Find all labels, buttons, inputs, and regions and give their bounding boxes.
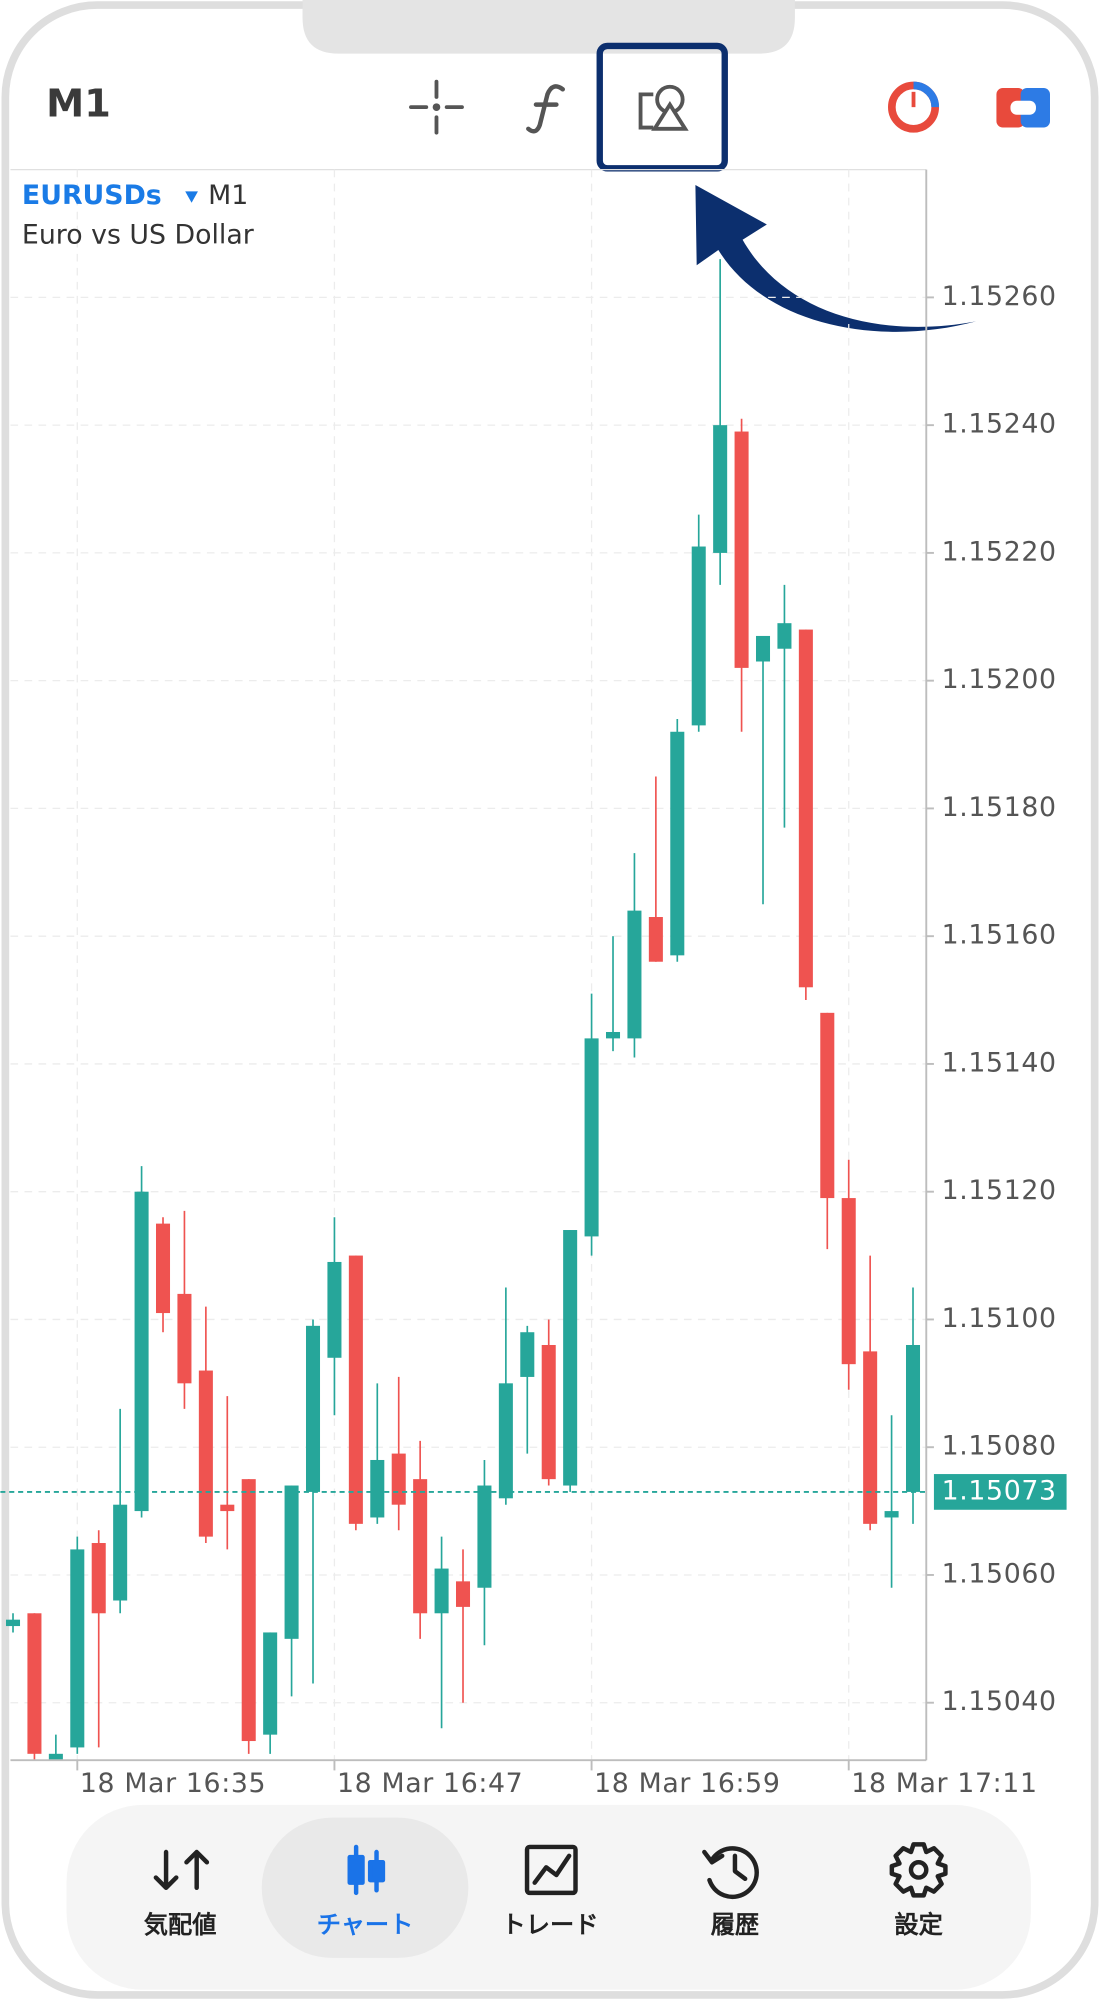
candle-body: [5, 1619, 21, 1627]
candle-body: [541, 1344, 556, 1480]
candle-body: [841, 1198, 856, 1365]
tab-label[interactable]: 履歴: [711, 1911, 759, 1939]
objects-icon[interactable]: [638, 84, 689, 131]
candle-body: [520, 1332, 535, 1377]
candle-body: [177, 1293, 192, 1384]
candle-body: [713, 425, 728, 553]
y-tick-label: 1.15200: [942, 664, 1057, 695]
candle-body: [563, 1230, 578, 1486]
settings-icon[interactable]: [889, 1842, 948, 1898]
timeframe-label[interactable]: M1: [46, 81, 111, 126]
y-tick-label: 1.15060: [942, 1558, 1057, 1589]
candle-body: [734, 431, 749, 668]
y-tick-label: 1.15140: [942, 1047, 1057, 1078]
candle-body: [220, 1504, 235, 1512]
candle-body: [605, 1031, 621, 1039]
chart-icon[interactable]: [347, 1844, 386, 1896]
y-tick-label: 1.15220: [942, 536, 1057, 567]
y-tick-label: 1.15080: [942, 1431, 1057, 1462]
candle-body: [584, 1038, 599, 1237]
candle-body: [70, 1549, 85, 1748]
tab-bar: [66, 1804, 1031, 1990]
candle-body: [48, 1753, 63, 1761]
tab-label[interactable]: 設定: [894, 1911, 943, 1939]
candle-body: [691, 546, 706, 726]
axes: 1.15040 1.15060 1.15080 1.15100 1.15120 1.151…: [76, 281, 1067, 1799]
candle-body: [305, 1325, 321, 1492]
candle-body: [391, 1453, 406, 1505]
y-tick-label: 1.15160: [942, 920, 1057, 951]
grid: [10, 169, 927, 1761]
tab-label[interactable]: 気配値: [144, 1911, 217, 1939]
candle-body: [777, 623, 792, 649]
candle-body: [91, 1543, 106, 1614]
candle-body: [284, 1485, 299, 1639]
candle-body: [755, 635, 771, 662]
candle-body: [627, 910, 642, 1039]
indicator-icon[interactable]: [526, 84, 565, 134]
candles: [0, 259, 927, 1761]
candle-body: [327, 1261, 342, 1358]
candle-body: [27, 1613, 42, 1754]
highlight-box: [596, 42, 728, 172]
y-tick-label: 1.15100: [942, 1303, 1057, 1334]
candle-body: [477, 1485, 492, 1588]
symbol-dropdown[interactable]: [185, 191, 198, 203]
current-price-box: [933, 1474, 1067, 1510]
y-tick-label: 1.15120: [942, 1175, 1057, 1206]
pointer-arrow: [695, 184, 977, 332]
history-icon[interactable]: [702, 1846, 759, 1900]
candle-body: [798, 629, 813, 988]
symbol[interactable]: EURUSDs: [22, 180, 162, 211]
candle-body: [455, 1581, 471, 1607]
crosshair-icon[interactable]: [409, 79, 464, 135]
candle-body: [884, 1511, 899, 1518]
symbol-description: Euro vs US Dollar: [22, 219, 254, 250]
y-tick-label: 1.15040: [942, 1686, 1057, 1717]
tab-icons: [153, 1842, 948, 1900]
one-click-icon[interactable]: [888, 81, 940, 133]
y-tick-label: 1.15260: [942, 281, 1057, 312]
candle-body: [263, 1632, 278, 1735]
notch: [302, 0, 795, 54]
candle-body: [370, 1459, 385, 1518]
trade-tab-icon[interactable]: [524, 1844, 578, 1896]
candle-body: [113, 1504, 128, 1601]
candle-body: [348, 1255, 363, 1524]
candle-body: [905, 1344, 921, 1492]
tab-label[interactable]: トレード: [502, 1911, 599, 1939]
candle-body: [434, 1568, 449, 1614]
candle-body: [820, 1012, 835, 1199]
candle-body: [413, 1479, 428, 1614]
chart-timeframe: M1: [208, 180, 248, 211]
tab-label[interactable]: チャート: [317, 1911, 414, 1939]
candle-body: [198, 1370, 213, 1537]
x-tick-label: 18 Mar 16:35: [80, 1768, 266, 1799]
x-tick-label: 18 Mar 17:11: [851, 1768, 1037, 1799]
active-tab-pill: [261, 1817, 469, 1958]
x-tick-label: 18 Mar 16:59: [594, 1768, 780, 1799]
quotes-icon[interactable]: [153, 1849, 210, 1890]
candle-body: [863, 1351, 878, 1524]
candle-body: [648, 917, 663, 962]
tabs: 気配値 チャート トレード 履歴 設定: [144, 1817, 944, 1958]
candle-body: [155, 1223, 171, 1314]
x-tick-label: 18 Mar 16:47: [337, 1768, 523, 1799]
y-tick-label: 1.15240: [942, 409, 1057, 440]
candle-body: [241, 1479, 256, 1742]
y-tick-label: 1.15180: [942, 792, 1057, 823]
candle-body: [134, 1191, 149, 1512]
trade-icon[interactable]: [996, 88, 1050, 128]
candle-body: [670, 731, 685, 956]
current-price-label: 1.15073: [942, 1475, 1057, 1506]
candle-body: [498, 1383, 513, 1499]
